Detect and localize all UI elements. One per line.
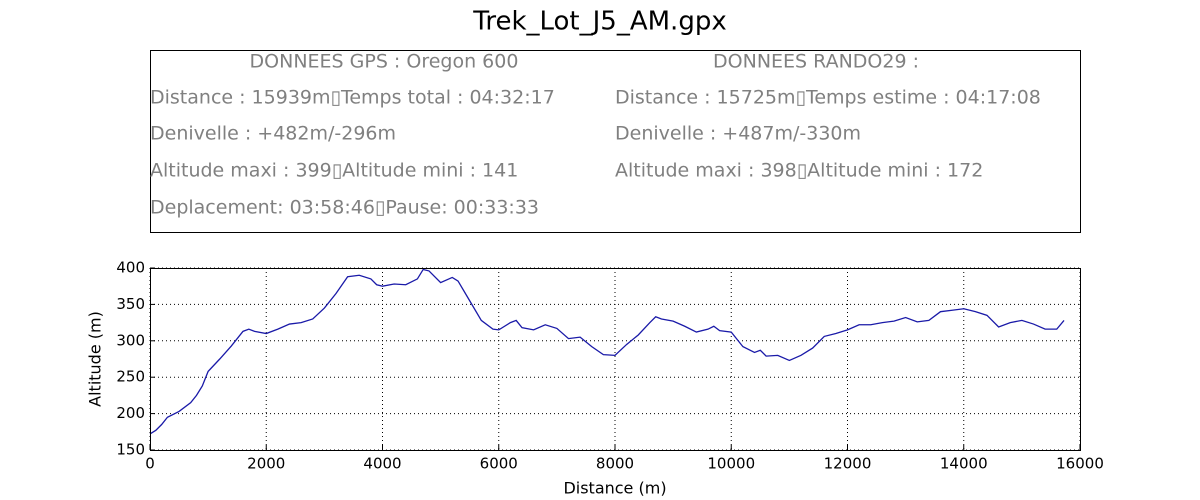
x-tick-label: 4000 — [363, 455, 401, 473]
altitude-line — [149, 268, 1065, 435]
y-tick-label: 150 — [116, 441, 145, 459]
info-text: Altitude maxi : 399▯Altitude mini : 141 — [150, 160, 518, 182]
y-axis-label: Altitude (m) — [86, 311, 105, 407]
x-tick-label: 14000 — [940, 455, 988, 473]
x-tick-label: 0 — [145, 455, 155, 473]
y-tick-label: 400 — [116, 259, 145, 277]
x-tick-label: 6000 — [480, 455, 518, 473]
y-tick-label: 250 — [116, 368, 145, 386]
x-tick-label: 2000 — [247, 455, 285, 473]
info-text: DONNEES GPS : Oregon 600 — [250, 51, 519, 73]
info-box — [150, 50, 1081, 233]
info-text: Deplacement: 03:58:46▯Pause: 00:33:33 — [150, 197, 539, 219]
y-tick-label: 200 — [116, 404, 145, 422]
info-text: Denivelle : +487m/-330m — [615, 123, 861, 145]
x-tick-label: 8000 — [596, 455, 634, 473]
chart-title: Trek_Lot_J5_AM.gpx — [472, 7, 726, 37]
x-tick-label: 16000 — [1056, 455, 1104, 473]
plot-frame — [150, 268, 1081, 451]
x-axis-label: Distance (m) — [563, 479, 666, 498]
info-text: DONNEES RANDO29 : — [713, 51, 919, 73]
y-tick-label: 300 — [116, 331, 145, 349]
x-tick-label: 10000 — [707, 455, 755, 473]
info-text: Distance : 15725m▯Temps estime : 04:17:0… — [615, 87, 1041, 109]
info-text: Altitude maxi : 398▯Altitude mini : 172 — [615, 160, 983, 182]
y-tick-label: 350 — [116, 295, 145, 313]
info-text: Denivelle : +482m/-296m — [150, 123, 396, 145]
info-text: Distance : 15939m▯Temps total : 04:32:17 — [150, 87, 555, 109]
x-tick-label: 12000 — [824, 455, 872, 473]
